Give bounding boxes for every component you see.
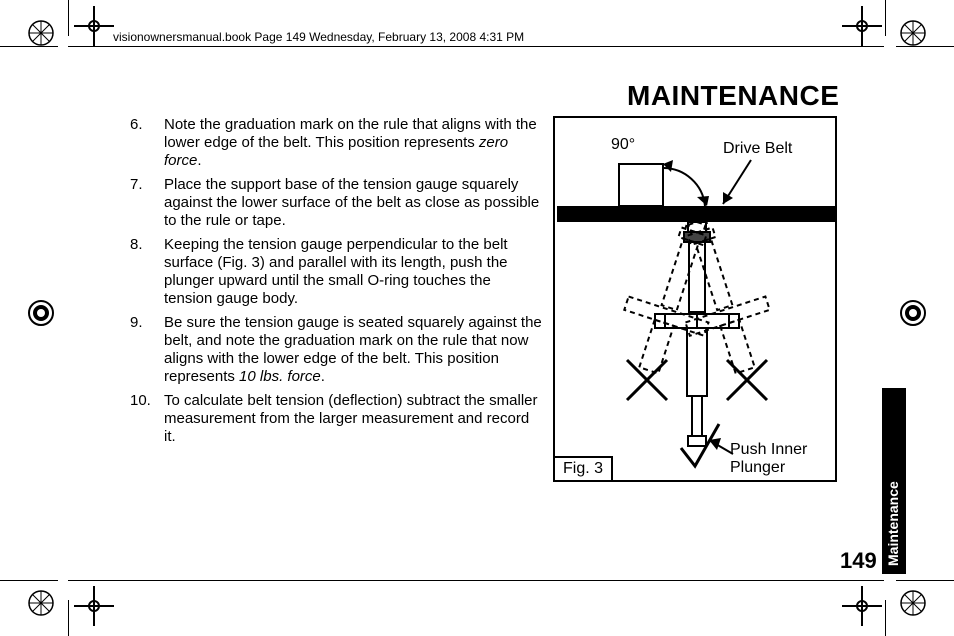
star-mark (28, 590, 54, 616)
star-mark (900, 20, 926, 46)
section-tab: Maintenance (882, 388, 906, 574)
list-item-number: 9. (128, 314, 164, 386)
list-item: 9.Be sure the tension gauge is seated sq… (128, 314, 542, 386)
header-text: visionownersmanual.book Page 149 Wednesd… (113, 30, 524, 44)
reg-mark (74, 586, 114, 626)
list-item: 8.Keeping the tension gauge perpendicula… (128, 236, 542, 308)
list-item-text: Be sure the tension gauge is seated squa… (164, 314, 542, 386)
list-item: 6.Note the graduation mark on the rule t… (128, 116, 542, 170)
list-item: 10.To calculate belt tension (deflection… (128, 392, 542, 446)
list-item-number: 8. (128, 236, 164, 308)
list-item-number: 6. (128, 116, 164, 170)
instruction-list: 6.Note the graduation mark on the rule t… (128, 116, 542, 452)
list-item-number: 7. (128, 176, 164, 230)
list-item-number: 10. (128, 392, 164, 446)
reg-mark (842, 6, 882, 46)
reg-mark (842, 586, 882, 626)
star-mark (28, 20, 54, 46)
color-target (900, 300, 926, 326)
list-item-text: To calculate belt tension (deflection) s… (164, 392, 542, 446)
list-item: 7.Place the support base of the tension … (128, 176, 542, 230)
page-title: MAINTENANCE (627, 80, 839, 112)
list-item-text: Place the support base of the tension ga… (164, 176, 542, 230)
list-item-text: Keeping the tension gauge perpendicular … (164, 236, 542, 308)
color-target (28, 300, 54, 326)
figure-diagram (555, 118, 839, 484)
star-mark (900, 590, 926, 616)
figure-3: 90° Drive Belt Push Inner Plunger Fig. 3 (553, 116, 837, 482)
reg-mark (74, 6, 114, 46)
header-rule (68, 46, 884, 47)
section-tab-label: Maintenance (885, 481, 901, 566)
list-item-text: Note the graduation mark on the rule tha… (164, 116, 542, 170)
footer-rule (68, 580, 884, 581)
page-number: 149 (840, 548, 877, 574)
